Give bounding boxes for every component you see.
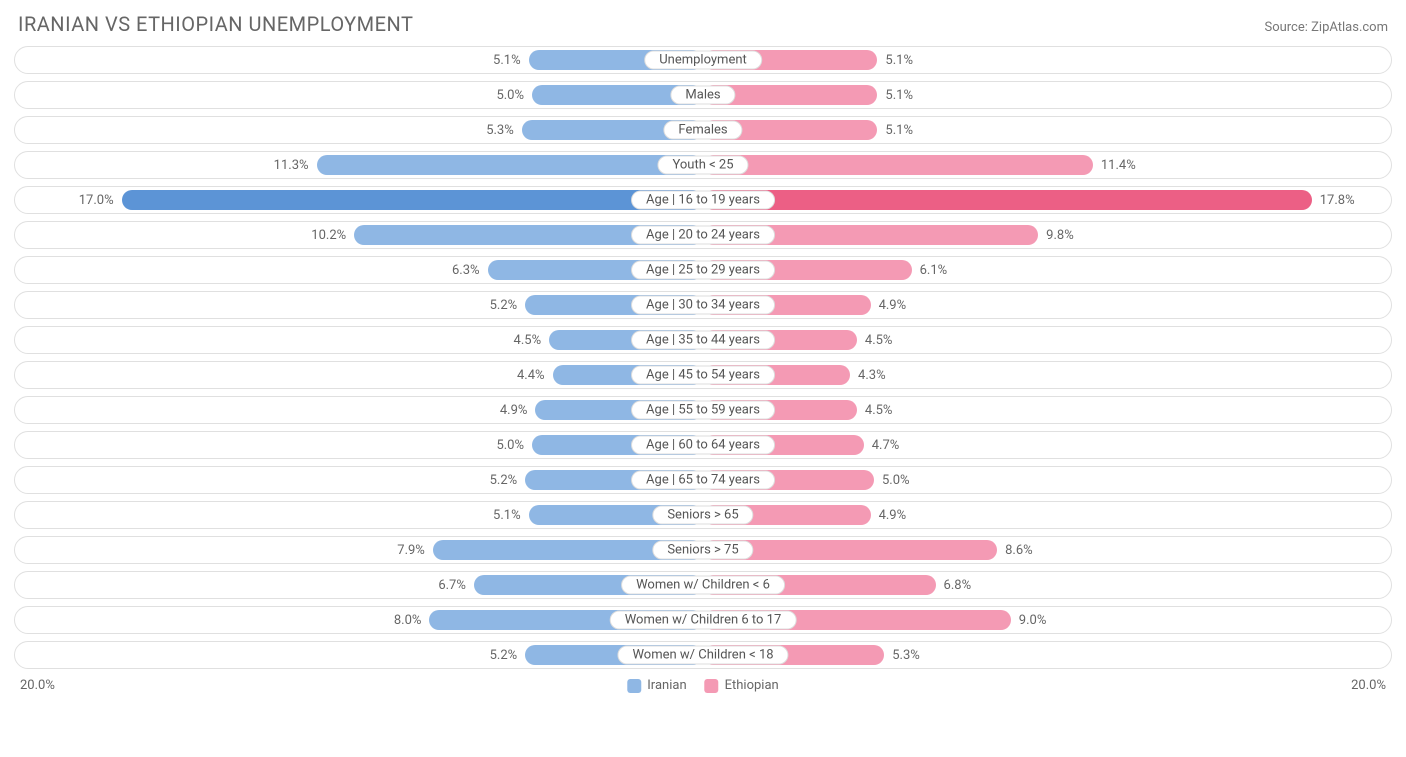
value-left: 5.0% bbox=[496, 85, 532, 105]
value-left: 6.3% bbox=[452, 260, 488, 280]
legend: Iranian Ethiopian bbox=[627, 678, 778, 693]
value-left: 7.9% bbox=[397, 540, 433, 560]
value-right: 5.1% bbox=[877, 120, 913, 140]
value-left: 5.2% bbox=[490, 645, 526, 665]
value-left: 5.3% bbox=[486, 120, 522, 140]
value-right: 4.5% bbox=[857, 330, 893, 350]
value-right: 6.8% bbox=[936, 575, 972, 595]
value-left: 17.0% bbox=[79, 190, 122, 210]
chart-footer: 20.0% Iranian Ethiopian 20.0% bbox=[14, 676, 1392, 698]
value-right: 4.3% bbox=[850, 365, 886, 385]
bar-left bbox=[317, 155, 703, 175]
bar-right bbox=[703, 155, 1093, 175]
value-right: 9.0% bbox=[1011, 610, 1047, 630]
chart-row: 4.9% 4.5% Age | 55 to 59 years bbox=[14, 396, 1392, 424]
value-right: 5.0% bbox=[874, 470, 910, 490]
row-label: Age | 65 to 74 years bbox=[631, 471, 775, 490]
row-label: Age | 16 to 19 years bbox=[631, 191, 775, 210]
chart-row: 5.2% 4.9% Age | 30 to 34 years bbox=[14, 291, 1392, 319]
chart-rows: 5.1% 5.1% Unemployment 5.0% 5.1% Males 5.3% 5.1… bbox=[14, 46, 1392, 669]
value-right: 4.5% bbox=[857, 400, 893, 420]
value-left: 5.1% bbox=[493, 505, 529, 525]
chart-row: 7.9% 8.6% Seniors > 75 bbox=[14, 536, 1392, 564]
bar-right bbox=[703, 190, 1312, 210]
value-left: 5.2% bbox=[490, 470, 526, 490]
value-right: 5.3% bbox=[884, 645, 920, 665]
row-label: Age | 45 to 54 years bbox=[631, 366, 775, 385]
value-right: 17.8% bbox=[1312, 190, 1355, 210]
axis-max-left: 20.0% bbox=[20, 678, 55, 693]
value-left: 10.2% bbox=[311, 225, 354, 245]
row-label: Women w/ Children < 18 bbox=[617, 646, 788, 665]
row-label: Age | 30 to 34 years bbox=[631, 296, 775, 315]
value-left: 4.4% bbox=[517, 365, 553, 385]
chart-row: 5.1% 4.9% Seniors > 65 bbox=[14, 501, 1392, 529]
value-right: 4.9% bbox=[871, 295, 907, 315]
chart-title: IRANIAN VS ETHIOPIAN UNEMPLOYMENT bbox=[18, 12, 413, 36]
value-right: 4.7% bbox=[864, 435, 900, 455]
chart-row: 4.5% 4.5% Age | 35 to 44 years bbox=[14, 326, 1392, 354]
legend-swatch-left bbox=[627, 679, 641, 693]
chart-row: 11.3% 11.4% Youth < 25 bbox=[14, 151, 1392, 179]
row-label: Males bbox=[670, 86, 735, 105]
row-label: Age | 35 to 44 years bbox=[631, 331, 775, 350]
value-left: 4.9% bbox=[500, 400, 536, 420]
axis-max-right: 20.0% bbox=[1351, 678, 1386, 693]
legend-label-right: Ethiopian bbox=[725, 678, 779, 693]
value-right: 5.1% bbox=[877, 50, 913, 70]
bar-left bbox=[122, 190, 703, 210]
value-right: 6.1% bbox=[912, 260, 948, 280]
value-left: 5.2% bbox=[490, 295, 526, 315]
chart-row: 8.0% 9.0% Women w/ Children 6 to 17 bbox=[14, 606, 1392, 634]
row-label: Women w/ Children 6 to 17 bbox=[610, 611, 797, 630]
chart-row: 5.2% 5.3% Women w/ Children < 18 bbox=[14, 641, 1392, 669]
legend-item-left: Iranian bbox=[627, 678, 686, 693]
row-label: Seniors > 65 bbox=[652, 506, 753, 525]
legend-item-right: Ethiopian bbox=[705, 678, 779, 693]
legend-label-left: Iranian bbox=[647, 678, 686, 693]
row-label: Unemployment bbox=[644, 51, 762, 70]
chart-source: Source: ZipAtlas.com bbox=[1264, 20, 1388, 35]
chart-row: 4.4% 4.3% Age | 45 to 54 years bbox=[14, 361, 1392, 389]
chart-row: 5.3% 5.1% Females bbox=[14, 116, 1392, 144]
value-left: 8.0% bbox=[394, 610, 430, 630]
row-label: Age | 55 to 59 years bbox=[631, 401, 775, 420]
chart-row: 10.2% 9.8% Age | 20 to 24 years bbox=[14, 221, 1392, 249]
row-label: Women w/ Children < 6 bbox=[621, 576, 785, 595]
row-label: Age | 20 to 24 years bbox=[631, 226, 775, 245]
chart-row: 5.1% 5.1% Unemployment bbox=[14, 46, 1392, 74]
row-label: Females bbox=[663, 121, 742, 140]
value-right: 8.6% bbox=[997, 540, 1033, 560]
value-left: 6.7% bbox=[438, 575, 474, 595]
value-right: 9.8% bbox=[1038, 225, 1074, 245]
row-label: Seniors > 75 bbox=[652, 541, 753, 560]
legend-swatch-right bbox=[705, 679, 719, 693]
value-left: 5.0% bbox=[496, 435, 532, 455]
chart-row: 17.0% 17.8% Age | 16 to 19 years bbox=[14, 186, 1392, 214]
row-label: Age | 25 to 29 years bbox=[631, 261, 775, 280]
chart-header: IRANIAN VS ETHIOPIAN UNEMPLOYMENT Source… bbox=[14, 12, 1392, 46]
value-left: 4.5% bbox=[514, 330, 550, 350]
chart-row: 5.0% 5.1% Males bbox=[14, 81, 1392, 109]
chart-row: 5.2% 5.0% Age | 65 to 74 years bbox=[14, 466, 1392, 494]
chart-row: 6.7% 6.8% Women w/ Children < 6 bbox=[14, 571, 1392, 599]
value-right: 5.1% bbox=[877, 85, 913, 105]
value-right: 4.9% bbox=[871, 505, 907, 525]
chart-row: 5.0% 4.7% Age | 60 to 64 years bbox=[14, 431, 1392, 459]
chart-row: 6.3% 6.1% Age | 25 to 29 years bbox=[14, 256, 1392, 284]
value-left: 11.3% bbox=[274, 155, 317, 175]
value-left: 5.1% bbox=[493, 50, 529, 70]
value-right: 11.4% bbox=[1093, 155, 1136, 175]
row-label: Youth < 25 bbox=[657, 156, 748, 175]
row-label: Age | 60 to 64 years bbox=[631, 436, 775, 455]
